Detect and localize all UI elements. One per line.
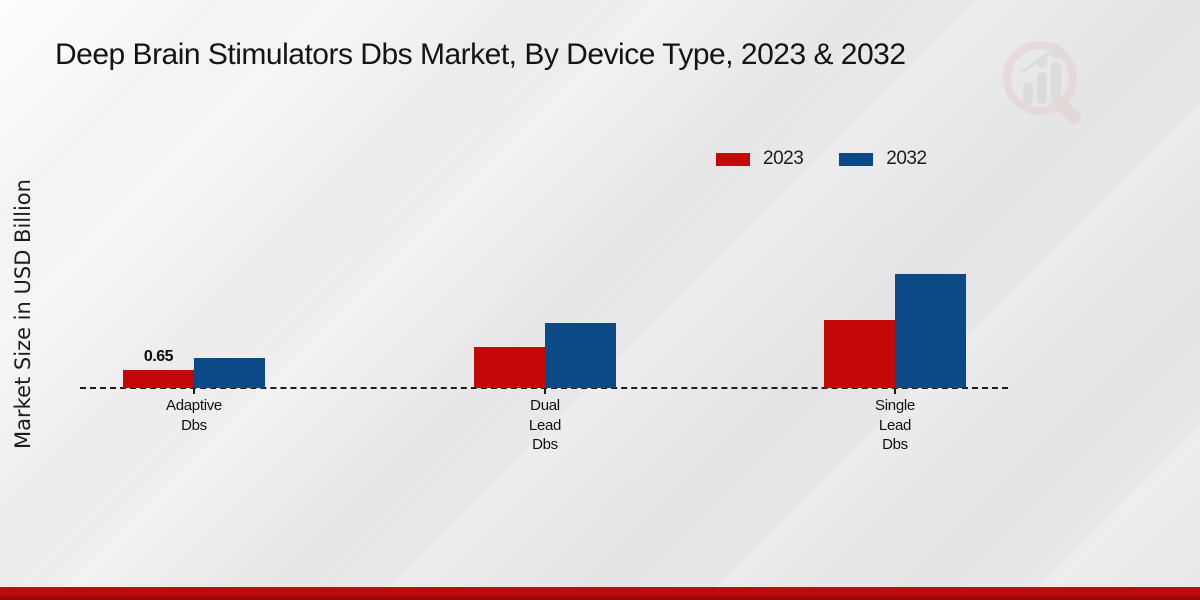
bar-2032-dual-lead-dbs [545,322,616,388]
legend: 2023 2032 [716,148,927,170]
x-axis-tick-single-lead-dbs [894,389,896,394]
legend-label-2032: 2032 [886,148,927,169]
bar-2023-dual-lead-dbs [474,347,545,388]
bar-2023-single-lead-dbs [824,320,895,388]
category-label-single-lead-dbs: Single Lead Dbs [875,397,915,453]
legend-swatch-2023 [716,152,750,166]
category-label-adaptive-dbs: Adaptive Dbs [166,397,222,434]
legend-swatch-2032 [839,152,874,166]
magnifier-bar-chart-logo-icon [1003,41,1081,124]
legend-item-2023: 2023 [716,148,804,170]
chart-title: Deep Brain Stimulators Dbs Market, By De… [55,38,906,71]
legend-item-2032: 2032 [839,148,927,170]
bar-value-label-2023-adaptive-dbs: 0.65 [143,348,174,366]
category-label-dual-lead-dbs: Dual Lead Dbs [528,397,562,453]
x-axis-baseline [80,387,1008,389]
x-axis-tick-adaptive-dbs [193,389,195,394]
footer-accent-bar [0,587,1200,600]
bar-2032-adaptive-dbs [194,358,265,388]
bar-2023-adaptive-dbs [123,370,194,388]
x-axis-tick-dual-lead-dbs [544,389,546,394]
legend-label-2023: 2023 [763,148,804,169]
bar-2032-single-lead-dbs [895,273,966,388]
